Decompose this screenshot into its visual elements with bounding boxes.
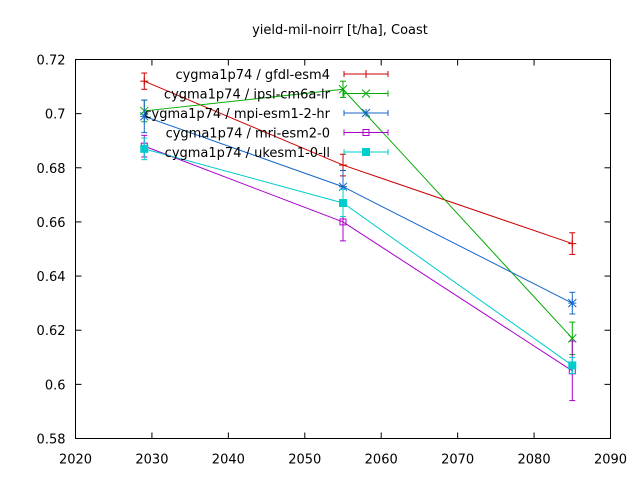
x-tick-label: 2040 bbox=[212, 453, 245, 468]
y-tick-label: 0.68 bbox=[37, 162, 66, 177]
series-line bbox=[144, 115, 573, 304]
series-line bbox=[144, 148, 573, 366]
legend-marker bbox=[362, 129, 370, 136]
axis-ticks: 2020 2030 2040 2050 2060 2070 2080 2090 0.58 0.6 0… bbox=[37, 54, 628, 468]
legend-entry: cygma1p74 / mpi-esm1-2-hr bbox=[144, 107, 389, 122]
y-tick-label: 0.72 bbox=[37, 54, 66, 69]
data-point bbox=[139, 111, 149, 121]
series-1 bbox=[140, 72, 577, 255]
legend-entry: cygma1p74 / ipsl-cm6a-lr bbox=[164, 88, 389, 103]
x-tick-label: 2020 bbox=[59, 453, 92, 468]
legend-label: cygma1p74 / gfdl-esm4 bbox=[175, 68, 330, 83]
y-tick-label: 0.62 bbox=[37, 324, 66, 339]
legend-marker bbox=[362, 148, 370, 156]
chart-title: yield-mil-noirr [t/ha], Coast bbox=[252, 23, 428, 38]
x-tick-label: 2030 bbox=[135, 453, 168, 468]
legend-label: cygma1p74 / ukesm1-0-ll bbox=[165, 146, 330, 161]
y-tick-label: 0.6 bbox=[45, 378, 66, 393]
series-layer bbox=[139, 72, 577, 402]
series-3 bbox=[139, 99, 577, 315]
series-5 bbox=[140, 137, 577, 375]
series-4 bbox=[140, 134, 576, 402]
x-tick-label: 2080 bbox=[518, 453, 551, 468]
data-point bbox=[140, 144, 149, 153]
y-tick-label: 0.7 bbox=[45, 108, 66, 123]
x-tick-label: 2050 bbox=[288, 453, 321, 468]
x-tick-label: 2090 bbox=[594, 453, 627, 468]
y-tick-label: 0.64 bbox=[37, 270, 66, 285]
plot-frame bbox=[75, 59, 611, 439]
legend-label: cygma1p74 / ipsl-cm6a-lr bbox=[164, 88, 331, 103]
legend-label: cygma1p74 / mpi-esm1-2-hr bbox=[144, 107, 330, 122]
x-tick-label: 2060 bbox=[365, 453, 398, 468]
legend-marker bbox=[361, 89, 371, 98]
data-point bbox=[338, 84, 348, 94]
data-point bbox=[568, 361, 577, 370]
legend-label: cygma1p74 / mri-esm2-0 bbox=[166, 127, 330, 142]
series-line bbox=[144, 145, 573, 372]
legend: cygma1p74 / gfdl-esm4 cygma1p74 / ipsl-cm… bbox=[144, 68, 389, 161]
legend-entry: cygma1p74 / ukesm1-0-ll bbox=[165, 146, 389, 161]
legend-entry: cygma1p74 / mri-esm2-0 bbox=[166, 127, 389, 142]
y-tick-label: 0.66 bbox=[37, 216, 66, 231]
data-point bbox=[339, 218, 347, 226]
series-2 bbox=[139, 80, 577, 356]
legend-entry: cygma1p74 / gfdl-esm4 bbox=[175, 68, 389, 83]
x-tick-label: 2070 bbox=[441, 453, 474, 468]
y-tick-label: 0.58 bbox=[37, 433, 66, 448]
data-point bbox=[567, 298, 577, 308]
legend-marker bbox=[361, 108, 371, 118]
data-point bbox=[339, 198, 347, 207]
